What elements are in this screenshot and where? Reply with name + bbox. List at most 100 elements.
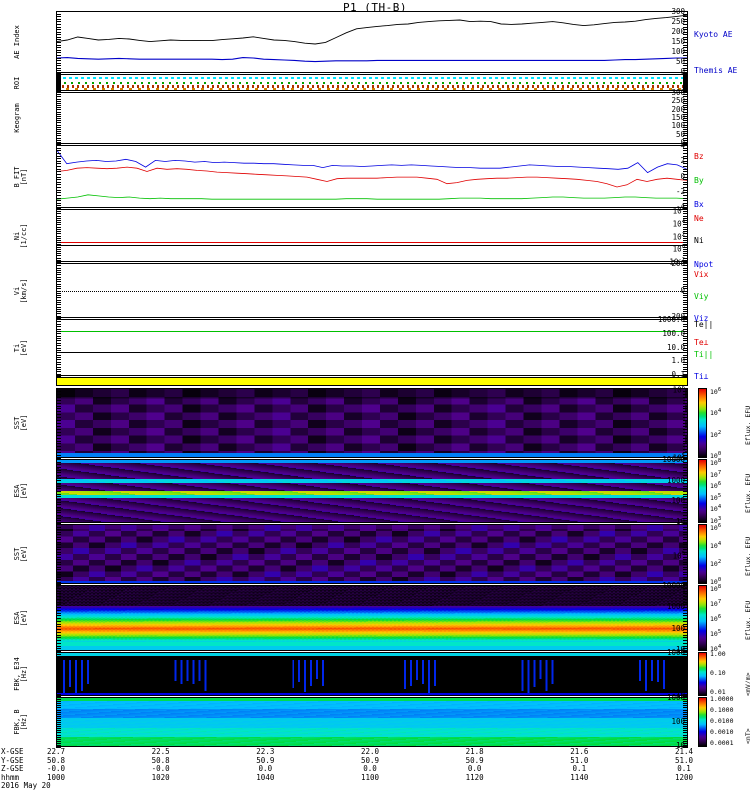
axis-tick <box>683 171 688 173</box>
cb-fbk-b-title: <nT> <box>744 728 750 744</box>
axis-tick <box>683 697 688 698</box>
axis-tick <box>56 131 61 132</box>
xaxis-value: 1100 <box>360 772 380 782</box>
axis-tick <box>56 449 61 451</box>
fbk_e-ytick: 1000 <box>666 648 685 657</box>
axis-tick <box>56 224 61 226</box>
axis-tick <box>56 642 61 644</box>
cb-fbk-b-tick: 0.1000 <box>710 706 734 714</box>
axis-tick <box>683 81 688 83</box>
axis-tick <box>56 655 61 657</box>
axis-tick <box>56 388 61 389</box>
axis-tick <box>683 269 688 271</box>
axis-tick <box>56 285 61 287</box>
axis-tick <box>683 208 688 209</box>
axis-tick <box>683 661 688 663</box>
axis-tick <box>683 668 688 670</box>
axis-tick <box>683 690 688 692</box>
ni-ytick: 104 <box>672 219 685 229</box>
axis-tick <box>56 670 61 672</box>
axis-tick <box>56 259 61 261</box>
axis-tick <box>683 222 688 224</box>
fbk_b-ytick: 10 <box>675 741 685 750</box>
xaxis-value: 22.0 <box>360 747 380 756</box>
axis-tick <box>683 736 688 738</box>
axis-tick <box>56 349 61 351</box>
axis-tick <box>683 520 688 522</box>
axis-tick <box>56 283 61 285</box>
axis-tick <box>56 52 61 54</box>
xaxis-value: 51.0 <box>674 755 694 765</box>
axis-tick <box>56 615 61 617</box>
axis-tick <box>683 39 688 41</box>
legend-npot: Npot <box>694 260 714 269</box>
xaxis-row-label-z-gse: Z-GSE <box>1 764 24 774</box>
axis-tick <box>56 717 61 719</box>
xaxis-value: 50.8 <box>151 755 170 765</box>
cb-esa-i-tick: 108 <box>710 584 722 594</box>
axis-tick <box>56 228 61 230</box>
axis-tick <box>56 738 61 740</box>
axis-tick <box>56 452 61 454</box>
axis-tick <box>683 205 688 207</box>
axis-tick <box>683 54 688 56</box>
axis-tick <box>56 111 61 113</box>
axis-tick <box>683 122 688 124</box>
panel-sst-ion-spectrogram <box>56 524 688 584</box>
axis-tick <box>56 83 61 85</box>
axis-tick <box>683 131 688 132</box>
axis-tick <box>683 459 688 460</box>
axis-tick <box>683 88 688 90</box>
ti-ytick: 100.0 <box>662 328 685 338</box>
xaxis-value: 0.0 <box>363 764 377 774</box>
axis-tick <box>56 672 61 674</box>
axis-tick <box>683 192 688 194</box>
axis-tick <box>56 86 61 88</box>
cb-fbk-b <box>698 697 707 747</box>
axis-tick <box>683 85 688 87</box>
axis-tick <box>683 571 688 573</box>
axis-tick <box>56 250 61 252</box>
fbk_e-ytick: 10 <box>675 690 685 699</box>
esa-electron-canvas <box>57 460 687 522</box>
roi-yellow-bar <box>56 377 688 386</box>
axis-tick <box>683 239 688 241</box>
axis-tick <box>56 593 61 595</box>
axis-tick <box>683 699 688 701</box>
axis-tick <box>56 509 61 511</box>
axis-tick <box>56 701 61 703</box>
panel-ni-density <box>56 209 688 262</box>
axis-tick <box>683 393 688 395</box>
axis-tick <box>56 659 61 661</box>
xaxis-value: 1000 <box>46 772 66 782</box>
axis-tick <box>683 431 688 433</box>
axis-tick <box>683 335 688 337</box>
axis-tick <box>56 155 61 157</box>
axis-tick <box>56 376 61 377</box>
axis-tick <box>56 517 61 519</box>
axis-tick <box>683 213 688 215</box>
axis-tick <box>683 475 688 476</box>
axis-tick <box>683 94 688 96</box>
cb-sst-i <box>698 524 707 584</box>
axis-tick <box>683 593 688 595</box>
axis-tick <box>683 88 688 90</box>
axis-tick <box>683 83 688 85</box>
cb-sst-e-tick: 104 <box>710 408 722 418</box>
axis-tick <box>683 202 688 204</box>
cb-esa-e-title: Eflux, EFU <box>744 473 750 513</box>
axis-tick <box>683 443 688 445</box>
axis-tick <box>683 688 688 690</box>
axis-tick <box>56 342 61 344</box>
axis-tick <box>56 81 61 83</box>
axis-tick <box>683 713 688 715</box>
axis-tick <box>56 664 61 666</box>
axis-tick <box>683 696 688 697</box>
axis-tick <box>56 213 61 215</box>
cb-fbk-b-tick: 0.0010 <box>710 728 734 736</box>
axis-tick <box>56 321 61 323</box>
axis-tick <box>56 137 61 139</box>
axis-tick <box>56 109 61 111</box>
axis-tick <box>56 90 61 92</box>
axis-tick <box>56 100 61 102</box>
